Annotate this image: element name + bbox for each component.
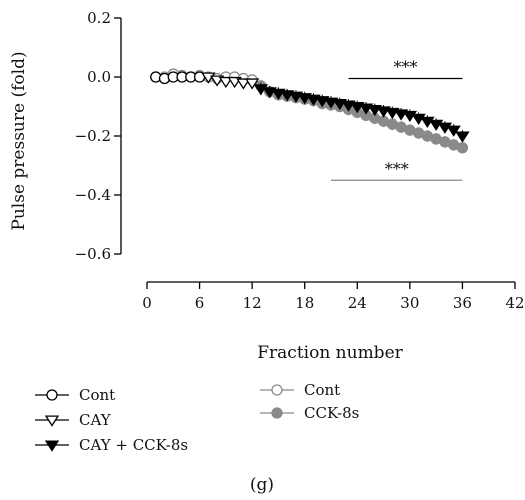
x-tick-label: 36: [453, 294, 472, 312]
data-point: [455, 131, 470, 143]
x-axis-label: Fraction number: [257, 343, 403, 363]
y-tick-label: 0.0: [87, 68, 111, 86]
x-tick-label: 24: [348, 294, 367, 312]
y-tick-label: −0.2: [75, 127, 111, 145]
legend-item: CAY + CCK-8s: [35, 436, 188, 454]
data-point: [244, 78, 260, 90]
series-cay-black: [201, 72, 260, 90]
x-tick-label: 30: [400, 294, 419, 312]
y-tick-label: 0.2: [87, 9, 111, 27]
legend-label: Cont: [79, 386, 115, 404]
y-axis-label: Pulse pressure (fold): [9, 51, 29, 230]
data-point: [218, 76, 234, 89]
significance-label: ***: [385, 159, 409, 178]
y-tick-label: −0.6: [75, 245, 111, 263]
legend: Cont CAY CAY + CCK-8s Cont CCK-8s: [35, 381, 359, 454]
data-point: [456, 142, 469, 154]
chart-marks: [150, 68, 470, 154]
significance-label: ***: [393, 57, 417, 76]
axes: 0.2 0.0 −0.2 −0.4 −0.6 0 6 12 18 24 30 36 42: [75, 9, 525, 312]
significance-annotations: *** ***: [331, 57, 463, 181]
legend-marker: [44, 440, 60, 452]
series-cay-cck-8s-black: [253, 82, 470, 143]
series-cont-black: [150, 71, 206, 85]
x-tick-label: 0: [142, 294, 152, 312]
legend-label: CAY + CCK-8s: [79, 436, 188, 454]
x-tick-label: 18: [295, 294, 314, 312]
y-tick-label: −0.4: [75, 186, 111, 204]
legend-marker: [46, 389, 58, 401]
legend-item: CAY: [35, 411, 112, 429]
legend-label: Cont: [304, 381, 340, 399]
panel-label: (g): [250, 475, 274, 495]
legend-item: CCK-8s: [260, 404, 359, 422]
data-point: [236, 78, 251, 90]
x-tick-label: 6: [195, 294, 205, 312]
data-point: [446, 125, 461, 137]
legend-label: CAY: [79, 411, 112, 429]
legend-item: Cont: [35, 386, 115, 404]
legend-label: CCK-8s: [304, 404, 359, 422]
x-tick-label: 42: [505, 294, 524, 312]
legend-item: Cont: [260, 381, 340, 399]
legend-marker: [271, 407, 283, 419]
x-tick-label: 12: [243, 294, 262, 312]
legend-marker: [271, 384, 283, 396]
legend-marker: [44, 415, 60, 427]
